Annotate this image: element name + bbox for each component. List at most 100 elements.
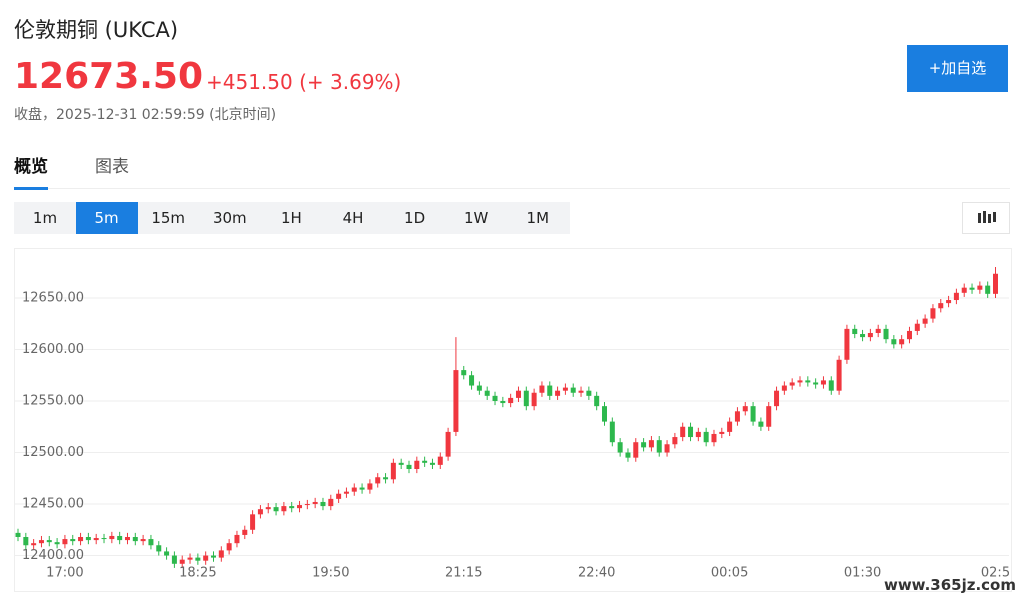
chart-type-button[interactable] — [962, 202, 1010, 234]
candle-body — [594, 395, 600, 407]
candle-body — [375, 477, 381, 484]
candle-body — [383, 477, 389, 480]
period-button[interactable]: 30m — [212, 209, 247, 227]
candle-body — [422, 460, 428, 463]
candle-body — [531, 392, 537, 407]
candle-body — [946, 300, 952, 304]
candle-body — [648, 440, 654, 448]
candle-body — [688, 426, 694, 438]
period-bar: 1m 5m 15m 30m 1H 4H 1D 1W 1M — [14, 202, 570, 234]
candle-body — [70, 539, 76, 542]
candle-body — [625, 452, 631, 458]
candle-body — [641, 442, 647, 448]
title: 伦敦期铜 (UKCA) — [14, 18, 179, 42]
candle-body — [961, 287, 967, 293]
period-button[interactable]: 5m — [75, 202, 138, 234]
candle-body — [930, 308, 936, 319]
candle-body — [672, 437, 678, 445]
candle-body — [218, 550, 224, 558]
period-button[interactable]: 1W — [464, 209, 489, 227]
candle-body — [711, 433, 717, 443]
candle-body — [38, 540, 44, 544]
candle-body — [320, 501, 326, 507]
candle-body — [31, 543, 37, 546]
candle-body — [211, 555, 216, 558]
candle-body — [109, 535, 115, 540]
tab[interactable]: 图表 — [95, 157, 129, 177]
candle-body — [953, 292, 959, 301]
candle-body — [132, 536, 138, 542]
candle-body — [312, 501, 318, 505]
candle-body — [719, 431, 725, 434]
candle-body — [875, 328, 881, 333]
candle-body — [883, 328, 889, 340]
candle-body — [828, 380, 834, 391]
candle-body — [124, 536, 130, 541]
candle-body — [586, 390, 592, 396]
period-button[interactable]: 1M — [526, 209, 550, 227]
candle-body — [85, 536, 91, 541]
candle-body — [500, 400, 506, 404]
candle-body — [789, 382, 795, 386]
watermark: www.365jz.com — [883, 576, 1016, 594]
candle-body — [78, 536, 84, 542]
candle-body — [257, 509, 263, 515]
candle-body — [578, 390, 584, 393]
period-button[interactable]: 1m — [32, 209, 58, 227]
candle-body — [836, 359, 842, 391]
add-watch-button[interactable]: +加自选 — [907, 45, 1008, 92]
candle-body — [993, 273, 998, 294]
tab[interactable]: 概览 — [14, 152, 48, 190]
candle-body — [602, 406, 607, 422]
candle-body — [609, 421, 615, 443]
period-button[interactable]: 1H — [280, 209, 302, 227]
y-tick-label: 12400.00 — [22, 548, 84, 563]
y-tick-label: 12450.00 — [22, 497, 84, 512]
candle-body — [195, 557, 201, 561]
candle-body — [62, 539, 68, 545]
x-tick-label: 01:30 — [844, 566, 881, 581]
candle-body — [336, 493, 342, 499]
candle-body — [101, 538, 107, 540]
candle-body — [750, 406, 756, 422]
period-button[interactable]: 15m — [151, 209, 186, 227]
candle-body — [985, 285, 991, 294]
candle-body — [140, 539, 146, 542]
chart-frame — [14, 248, 1012, 592]
candle-body — [297, 505, 303, 509]
x-tick-label: 18:25 — [179, 566, 216, 581]
candle-body — [562, 387, 568, 391]
candle-body — [156, 545, 162, 552]
candle-body — [164, 551, 170, 556]
candle-body — [914, 323, 920, 331]
period-button[interactable]: 1D — [404, 209, 426, 227]
candle-body — [351, 487, 357, 492]
candle-body — [359, 487, 365, 490]
candle-body — [469, 375, 475, 386]
candle-body — [969, 287, 975, 290]
candle-body — [664, 444, 670, 453]
candle-body — [852, 328, 858, 335]
candle-body — [273, 507, 279, 512]
candle-body — [492, 395, 498, 401]
candle-body — [367, 483, 373, 490]
candle-body — [547, 385, 553, 396]
y-tick-label: 12600.00 — [22, 342, 84, 357]
candle-body — [820, 380, 826, 385]
candle-body — [938, 303, 944, 309]
candle-body — [328, 498, 334, 507]
candle-body — [461, 370, 467, 376]
candle-body — [977, 285, 983, 290]
candle-body — [891, 339, 897, 345]
period-button[interactable]: 4H — [342, 209, 364, 227]
candle-body — [758, 421, 764, 427]
icon — [978, 211, 996, 223]
candle-body — [289, 506, 295, 509]
candle-body — [695, 431, 701, 438]
candle-body — [234, 534, 240, 544]
candle-body — [680, 426, 686, 438]
candle-body — [922, 318, 928, 324]
candle-body — [797, 380, 803, 383]
